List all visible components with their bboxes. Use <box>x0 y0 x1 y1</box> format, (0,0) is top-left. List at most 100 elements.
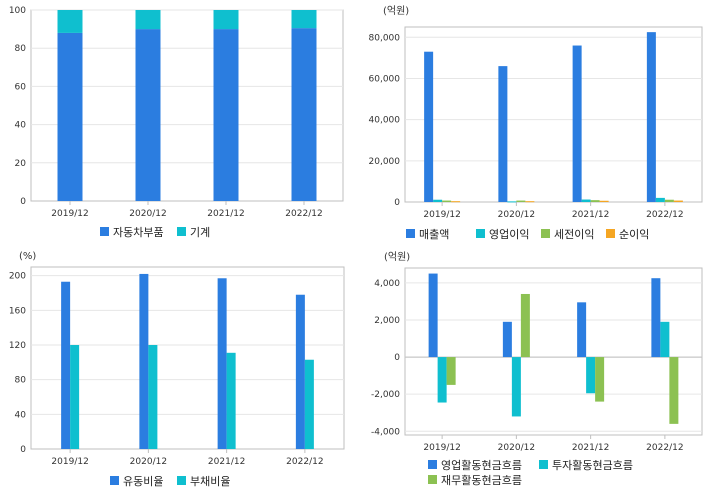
y-tick-label: 0 <box>394 198 400 208</box>
legend-label: 기계 <box>190 226 210 239</box>
x-tick-label: 2021/12 <box>207 209 244 219</box>
bar <box>57 10 83 33</box>
bar <box>433 199 443 202</box>
legend-item: 영업활동현금흐름 <box>428 458 522 472</box>
bar <box>599 200 609 202</box>
y-tick-label: 60 <box>15 82 27 92</box>
bar <box>669 357 679 424</box>
bar <box>291 28 317 201</box>
x-tick-label: 2019/12 <box>423 210 460 220</box>
bar <box>424 51 434 202</box>
legend-item: 세전이익 <box>541 228 594 241</box>
bar <box>516 200 526 202</box>
bar <box>646 32 656 202</box>
y-tick-label: 0 <box>394 353 400 363</box>
y-tick-label: 20 <box>15 159 27 169</box>
legend-item: 영업이익 <box>476 228 529 241</box>
chart-3: (%) 0 40 80 120 160 200 2019/12 2020/12 2021/12 20… <box>9 251 345 488</box>
bar <box>664 199 674 202</box>
bar <box>498 66 508 202</box>
y-tick-label: 60,000 <box>369 74 401 84</box>
bar <box>572 45 582 202</box>
y-tick-label: -2,000 <box>371 390 400 400</box>
legend-item: 유동비율 <box>110 475 163 488</box>
legend-label: 부채비율 <box>190 475 230 488</box>
x-tick-label: 2020/12 <box>130 457 167 467</box>
legend-swatch <box>110 476 119 485</box>
bar <box>148 345 158 449</box>
y-tick-label: -4,000 <box>371 427 400 437</box>
x-tick-label: 2022/12 <box>285 209 322 219</box>
legend-item: 재무활동현금흐름 <box>428 473 522 487</box>
bar <box>304 359 314 449</box>
y-tick-label: 40 <box>15 121 27 131</box>
x-tick-label: 2020/12 <box>498 443 535 453</box>
bar <box>586 357 596 394</box>
legend-swatch <box>428 460 437 469</box>
legend-item: 부채비율 <box>177 475 230 488</box>
x-tick-label: 2022/12 <box>646 443 683 453</box>
bar <box>61 281 71 449</box>
y-tick-label: 80 <box>15 376 27 386</box>
bar <box>442 200 452 202</box>
legend-swatch <box>177 227 186 236</box>
legend-swatch <box>406 229 415 238</box>
legend-label: 영업활동현금흐름 <box>441 458 522 472</box>
bar <box>217 278 227 449</box>
legend-label: 투자활동현금흐름 <box>552 458 633 472</box>
bar <box>577 302 587 358</box>
legend-swatch <box>476 229 485 238</box>
legend-label: 매출액 <box>419 228 449 241</box>
bar <box>70 345 80 449</box>
x-tick-label: 2021/12 <box>572 210 609 220</box>
legend-item: 순이익 <box>606 228 649 241</box>
bar <box>581 199 591 202</box>
y-tick-label: 80 <box>15 44 27 54</box>
legend-label: 영업이익 <box>489 228 529 241</box>
legend-swatch <box>539 460 548 469</box>
x-tick-label: 2021/12 <box>208 457 245 467</box>
plot-area <box>30 9 344 202</box>
y-tick-label: 4,000 <box>374 279 400 289</box>
legend-swatch <box>428 475 437 484</box>
bar <box>57 32 83 201</box>
legend-swatch <box>177 476 186 485</box>
legend-label: 유동비율 <box>123 475 163 488</box>
plot-area <box>30 266 345 450</box>
unit-label: (%) <box>19 251 36 262</box>
y-tick-label: 0 <box>20 445 26 455</box>
y-tick-label: 40 <box>15 410 27 420</box>
legend-item: 자동차부품 <box>100 226 164 239</box>
x-tick-label: 2020/12 <box>498 210 535 220</box>
legend-label: 재무활동현금흐름 <box>441 473 522 487</box>
legend-label: 자동차부품 <box>113 226 164 239</box>
y-tick-label: 40,000 <box>369 116 401 126</box>
y-tick-label: 100 <box>9 6 26 16</box>
bar <box>135 29 161 201</box>
bar <box>446 357 456 385</box>
y-tick-label: 20,000 <box>369 157 401 167</box>
legend-swatch <box>606 229 615 238</box>
bar <box>291 10 317 29</box>
bar <box>451 201 461 203</box>
bar <box>295 294 305 449</box>
bar <box>660 321 670 358</box>
y-tick-label: 160 <box>9 306 26 316</box>
bar <box>139 273 149 449</box>
bar <box>437 357 447 403</box>
x-tick-label: 2022/12 <box>286 457 323 467</box>
x-tick-label: 2022/12 <box>646 210 683 220</box>
bar <box>226 352 236 449</box>
legend-item: 기계 <box>177 226 210 239</box>
bar <box>511 357 521 417</box>
bar <box>428 273 438 358</box>
x-tick-label: 2021/12 <box>572 443 609 453</box>
unit-label: (억원) <box>384 251 410 263</box>
x-tick-label: 2019/12 <box>51 457 88 467</box>
legend-label: 세전이익 <box>554 228 594 241</box>
x-tick-label: 2020/12 <box>129 209 166 219</box>
chart-2: (억원) 0 20,000 40,000 60,000 80,000 2019/12 2020… <box>369 5 703 241</box>
x-tick-label: 2019/12 <box>423 443 460 453</box>
y-tick-label: 200 <box>9 272 26 282</box>
